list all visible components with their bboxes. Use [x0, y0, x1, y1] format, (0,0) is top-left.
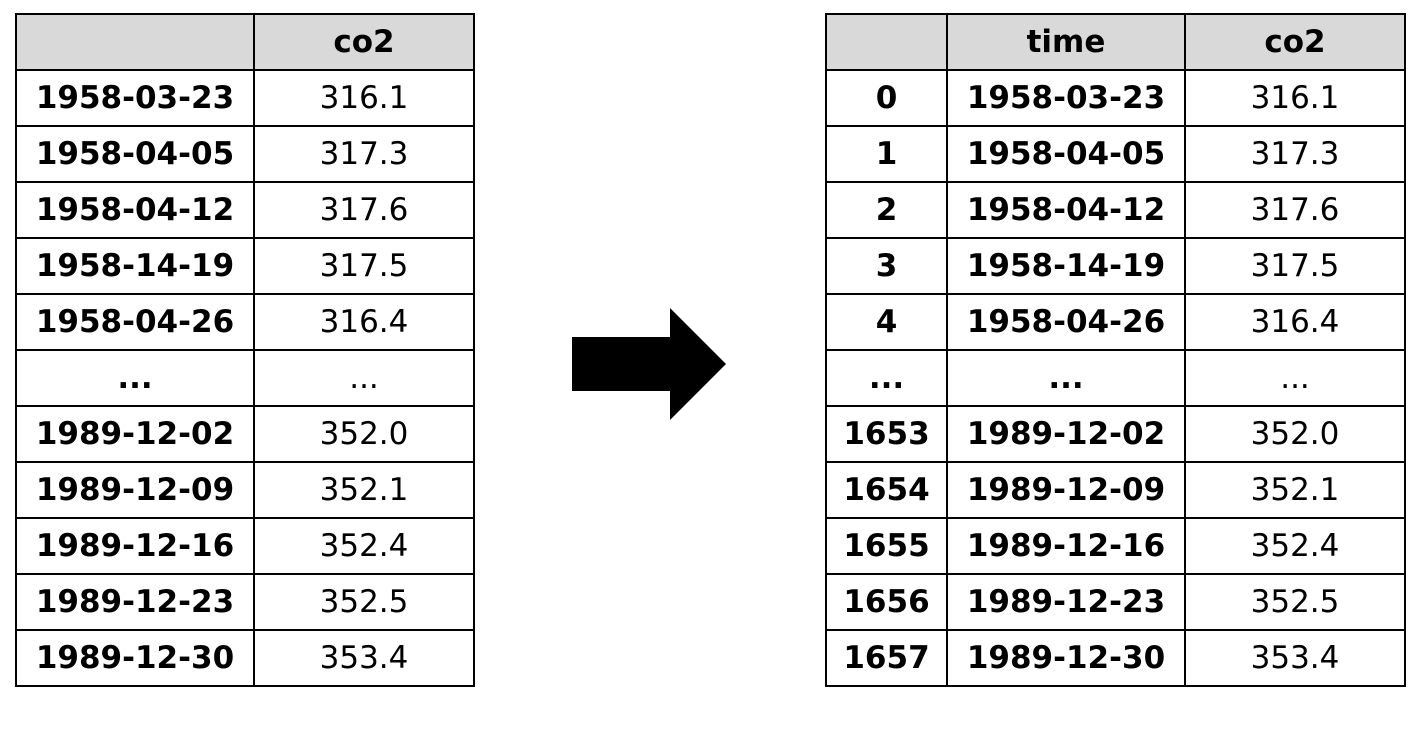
row-index-cell: 3: [825, 237, 948, 295]
header-row: time co2: [825, 13, 1406, 71]
time-cell: 1989-12-09: [946, 461, 1186, 519]
co2-header-cell: co2: [253, 13, 475, 71]
table-row: 1958-03-23 316.1: [15, 69, 475, 127]
co2-value-cell: 352.4: [253, 517, 475, 575]
result-table-body: 0 1958-03-23 316.1 1 1958-04-05 317.3 2 1958-04…: [825, 69, 1406, 687]
table-row: 1989-12-02 352.0: [15, 405, 475, 463]
co2-value-cell: 317.5: [253, 237, 475, 295]
table-row: 1989-12-30 353.4: [15, 629, 475, 687]
row-index-cell: 1654: [825, 461, 948, 519]
co2-value-cell: ...: [1184, 349, 1406, 407]
co2-value-cell: 353.4: [253, 629, 475, 687]
reset-index-dataframe-table: time co2 0 1958-03-23 316.1 1 1958-04-05 317.…: [825, 13, 1406, 687]
row-index-cell: 1653: [825, 405, 948, 463]
table-row: 1958-14-19 317.5: [15, 237, 475, 295]
co2-value-cell: 352.1: [253, 461, 475, 519]
date-index-cell: 1989-12-30: [15, 629, 255, 687]
table-row: 0 1958-03-23 316.1: [825, 69, 1406, 127]
date-index-cell: 1958-03-23: [15, 69, 255, 127]
co2-value-cell: 353.4: [1184, 629, 1406, 687]
co2-value-cell: 316.4: [1184, 293, 1406, 351]
co2-value-cell: 352.5: [1184, 573, 1406, 631]
header-row: co2: [15, 13, 475, 71]
table-row: 2 1958-04-12 317.6: [825, 181, 1406, 239]
table-row: 1958-04-05 317.3: [15, 125, 475, 183]
date-index-cell: 1958-04-12: [15, 181, 255, 239]
table-row: 1958-04-26 316.4: [15, 293, 475, 351]
table-row: 1655 1989-12-16 352.4: [825, 517, 1406, 575]
time-cell: 1958-14-19: [946, 237, 1186, 295]
table-row: .........: [825, 349, 1406, 407]
co2-value-cell: ...: [253, 349, 475, 407]
table-row: 3 1958-14-19 317.5: [825, 237, 1406, 295]
table-row: 1989-12-09 352.1: [15, 461, 475, 519]
date-index-cell: 1989-12-23: [15, 573, 255, 631]
date-index-cell: 1958-14-19: [15, 237, 255, 295]
date-index-cell: ...: [15, 349, 255, 407]
time-cell: 1958-04-12: [946, 181, 1186, 239]
co2-value-cell: 316.1: [1184, 69, 1406, 127]
co2-value-cell: 317.5: [1184, 237, 1406, 295]
co2-header-cell: co2: [1184, 13, 1406, 71]
co2-value-cell: 316.4: [253, 293, 475, 351]
row-index-cell: 2: [825, 181, 948, 239]
co2-value-cell: 317.3: [1184, 125, 1406, 183]
time-cell: ...: [946, 349, 1186, 407]
row-index-cell: 1657: [825, 629, 948, 687]
source-table-body: 1958-03-23 316.1 1958-04-05 317.3 1958-04-12…: [15, 69, 475, 687]
row-index-cell: 1656: [825, 573, 948, 631]
time-cell: 1958-04-26: [946, 293, 1186, 351]
table-row: 1989-12-23 352.5: [15, 573, 475, 631]
time-cell: 1989-12-23: [946, 573, 1186, 631]
date-index-cell: 1989-12-09: [15, 461, 255, 519]
row-index-cell: 1655: [825, 517, 948, 575]
table-row: 1653 1989-12-02 352.0: [825, 405, 1406, 463]
co2-value-cell: 352.0: [253, 405, 475, 463]
time-cell: 1958-03-23: [946, 69, 1186, 127]
time-cell: 1958-04-05: [946, 125, 1186, 183]
time-cell: 1989-12-30: [946, 629, 1186, 687]
co2-value-cell: 316.1: [253, 69, 475, 127]
date-index-cell: 1989-12-02: [15, 405, 255, 463]
row-index-cell: 0: [825, 69, 948, 127]
table-row: 1 1958-04-05 317.3: [825, 125, 1406, 183]
table-row: 1989-12-16 352.4: [15, 517, 475, 575]
table-row: 4 1958-04-26 316.4: [825, 293, 1406, 351]
time-header-cell: time: [946, 13, 1186, 71]
source-dataframe-table: co2 1958-03-23 316.1 1958-04-05 317.3 1958-0…: [15, 13, 475, 687]
table-row: 1656 1989-12-23 352.5: [825, 573, 1406, 631]
row-index-cell: ...: [825, 349, 948, 407]
co2-value-cell: 352.5: [253, 573, 475, 631]
table-row: ......: [15, 349, 475, 407]
co2-value-cell: 317.6: [253, 181, 475, 239]
row-index-cell: 1: [825, 125, 948, 183]
table-row: 1958-04-12 317.6: [15, 181, 475, 239]
right-arrow-icon: [572, 308, 726, 420]
co2-value-cell: 352.0: [1184, 405, 1406, 463]
co2-value-cell: 317.6: [1184, 181, 1406, 239]
table-row: 1657 1989-12-30 353.4: [825, 629, 1406, 687]
index-header-cell: [15, 13, 255, 71]
date-index-cell: 1958-04-26: [15, 293, 255, 351]
date-index-cell: 1958-04-05: [15, 125, 255, 183]
date-index-cell: 1989-12-16: [15, 517, 255, 575]
index-header-cell: [825, 13, 948, 71]
co2-value-cell: 352.4: [1184, 517, 1406, 575]
table-row: 1654 1989-12-09 352.1: [825, 461, 1406, 519]
row-index-cell: 4: [825, 293, 948, 351]
time-cell: 1989-12-02: [946, 405, 1186, 463]
co2-value-cell: 352.1: [1184, 461, 1406, 519]
co2-value-cell: 317.3: [253, 125, 475, 183]
time-cell: 1989-12-16: [946, 517, 1186, 575]
